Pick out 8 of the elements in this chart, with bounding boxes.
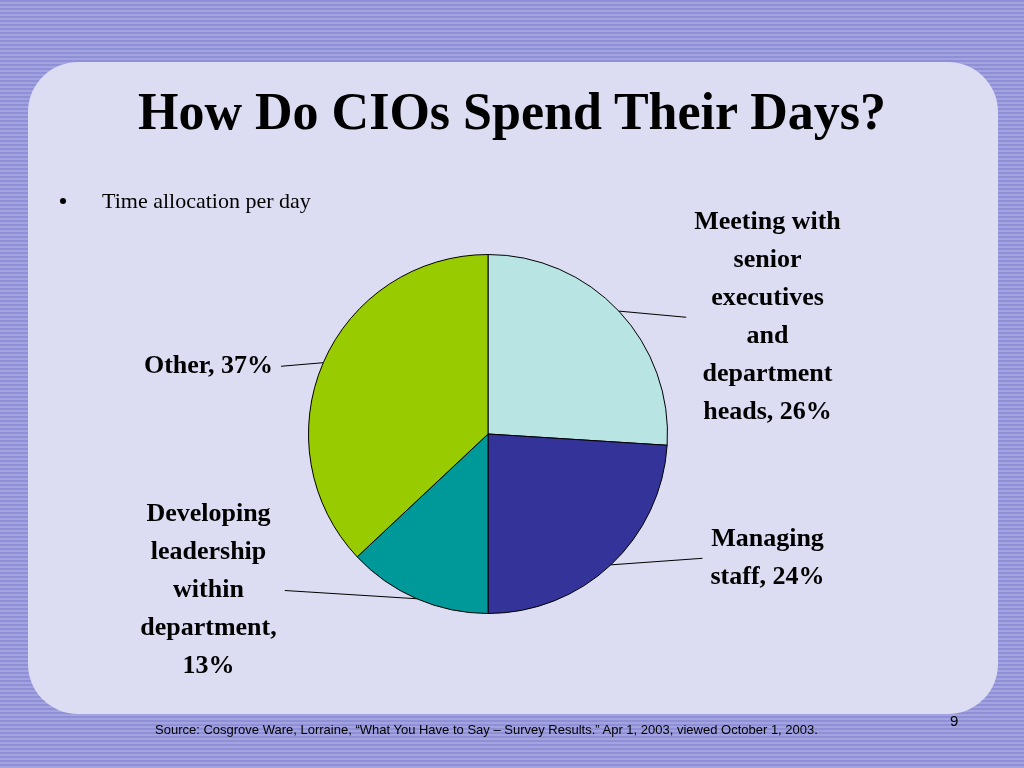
- text: 9: [950, 712, 959, 729]
- chart-title: How Do CIOs Spend Their Days?: [137, 82, 887, 141]
- slice-label: Managing staff, 24%: [710, 523, 825, 591]
- chart-subtitle: Time allocation per day: [101, 188, 311, 214]
- source-note: Source: Cosgrove Ware, Lorraine, “What You Have to Say – Survey Results.” Apr 1, 2003, viewed October 1, 2003.: [155, 722, 819, 737]
- slice-label: Developing leadership within department, 13%: [140, 498, 277, 680]
- slice-label: Other, 37%: [143, 350, 274, 379]
- slice-label: Meeting with senior executives and department heads, 26%: [694, 205, 842, 425]
